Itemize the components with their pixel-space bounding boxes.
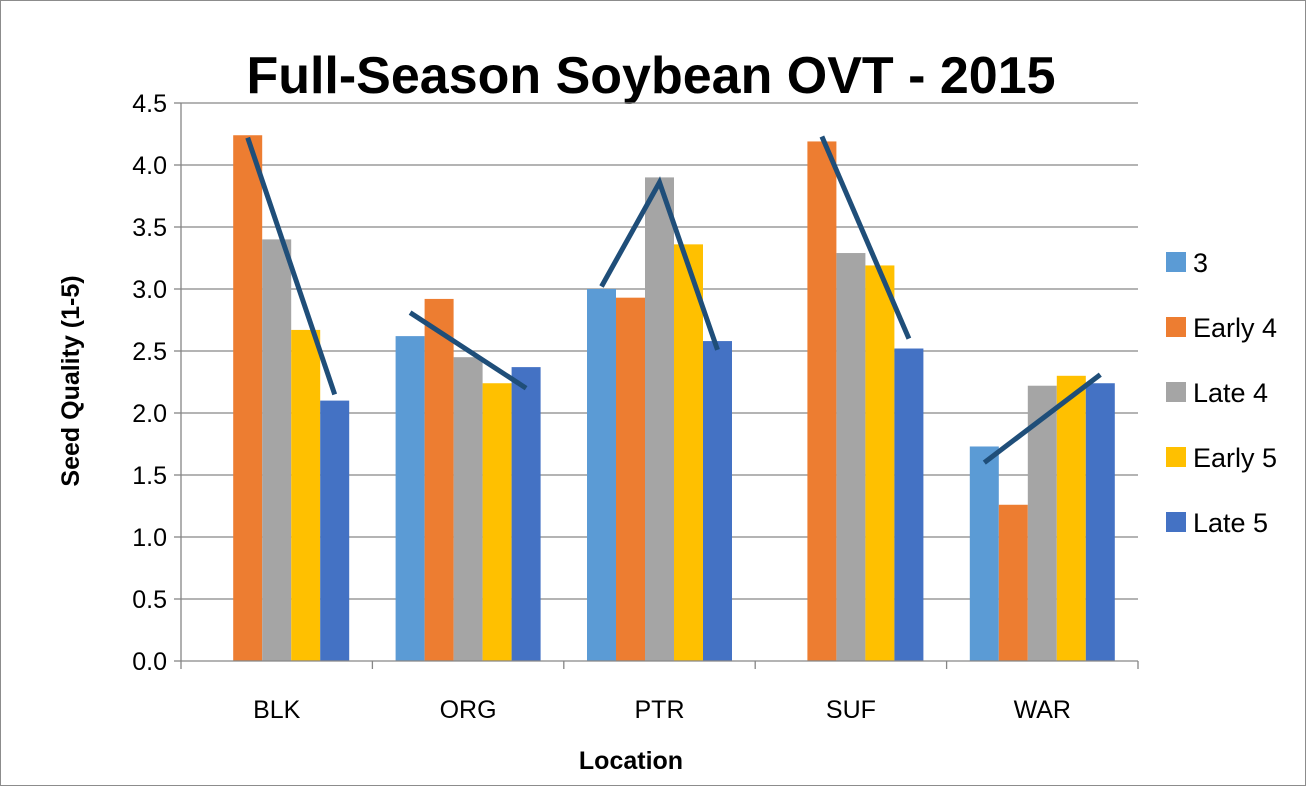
x-axis-label: Location <box>579 747 683 775</box>
trend-line-suf <box>819 135 912 340</box>
trend-line-war <box>982 372 1102 465</box>
bar-ptr-late-4 <box>645 177 674 661</box>
bar-ptr-early-4 <box>616 297 645 661</box>
trend-line-ptr <box>599 176 720 351</box>
bar-war-3 <box>969 446 999 661</box>
legend-label: Late 5 <box>1193 508 1268 538</box>
trend-line-blk <box>245 136 338 396</box>
y-tick-label: 1.5 <box>132 462 167 490</box>
legend: 3 Early 4 Late 4 Early 5 Late 5 <box>1166 248 1277 538</box>
legend-swatch <box>1166 382 1186 402</box>
bar-org-late-4 <box>453 357 483 661</box>
bar-ptr-late-5 <box>703 341 732 661</box>
x-tick-label: SUF <box>826 696 876 724</box>
bar-org-late-5 <box>511 367 541 661</box>
legend-swatch <box>1166 447 1186 467</box>
bar-war-late-4 <box>1027 385 1057 661</box>
y-tick-label: 0.0 <box>132 648 167 676</box>
bar-blk-early-4 <box>233 135 263 662</box>
y-tick-label: 1.0 <box>132 524 167 552</box>
bar-war-late-5 <box>1085 383 1115 661</box>
bar-war-early-4 <box>998 504 1028 661</box>
bar-blk-early-5 <box>291 329 321 661</box>
y-tick-label: 0.5 <box>132 586 167 614</box>
x-tick-label: ORG <box>440 696 497 724</box>
bars <box>233 135 1115 662</box>
bar-org-early-4 <box>424 298 454 661</box>
x-tick-label: BLK <box>253 696 301 724</box>
y-tick-label: 4.5 <box>132 90 167 118</box>
bar-suf-early-4 <box>807 141 837 661</box>
bar-suf-late-5 <box>894 348 924 661</box>
y-tick-label: 2.0 <box>132 400 167 428</box>
trend-line-org <box>408 310 528 391</box>
legend-label: 3 <box>1193 248 1208 278</box>
bar-blk-late-4 <box>262 239 292 661</box>
bar-org-early-5 <box>482 383 512 661</box>
legend-swatch <box>1166 512 1186 532</box>
legend-swatch <box>1166 252 1186 272</box>
y-tick-label: 3.5 <box>132 214 167 242</box>
x-tick-label: PTR <box>635 696 685 724</box>
legend-swatch <box>1166 317 1186 337</box>
bar-org-3 <box>395 336 425 661</box>
bar-ptr-early-5 <box>674 244 703 662</box>
legend-label: Early 4 <box>1193 313 1277 343</box>
chart-title: Full-Season Soybean OVT - 2015 <box>246 47 1055 105</box>
bar-war-early-5 <box>1056 375 1086 661</box>
y-tick-label: 2.5 <box>132 338 167 366</box>
axes: 0.0 0.5 1.0 1.5 2.0 2.5 3.0 3.5 4.0 4.5 BLK ORG PTR S… <box>132 90 1139 724</box>
y-tick-label: 4.0 <box>132 152 167 180</box>
trend-lines <box>245 135 1102 465</box>
x-tick-label: WAR <box>1014 696 1071 724</box>
legend-label: Late 4 <box>1193 378 1268 408</box>
y-tick-label: 3.0 <box>132 276 167 304</box>
bar-suf-late-4 <box>836 253 866 662</box>
legend-label: Early 5 <box>1193 443 1277 473</box>
bar-blk-late-5 <box>320 400 350 661</box>
y-axis-label: Seed Quality (1-5) <box>57 275 85 486</box>
bar-suf-early-5 <box>865 265 895 661</box>
bar-ptr-3 <box>587 289 616 661</box>
